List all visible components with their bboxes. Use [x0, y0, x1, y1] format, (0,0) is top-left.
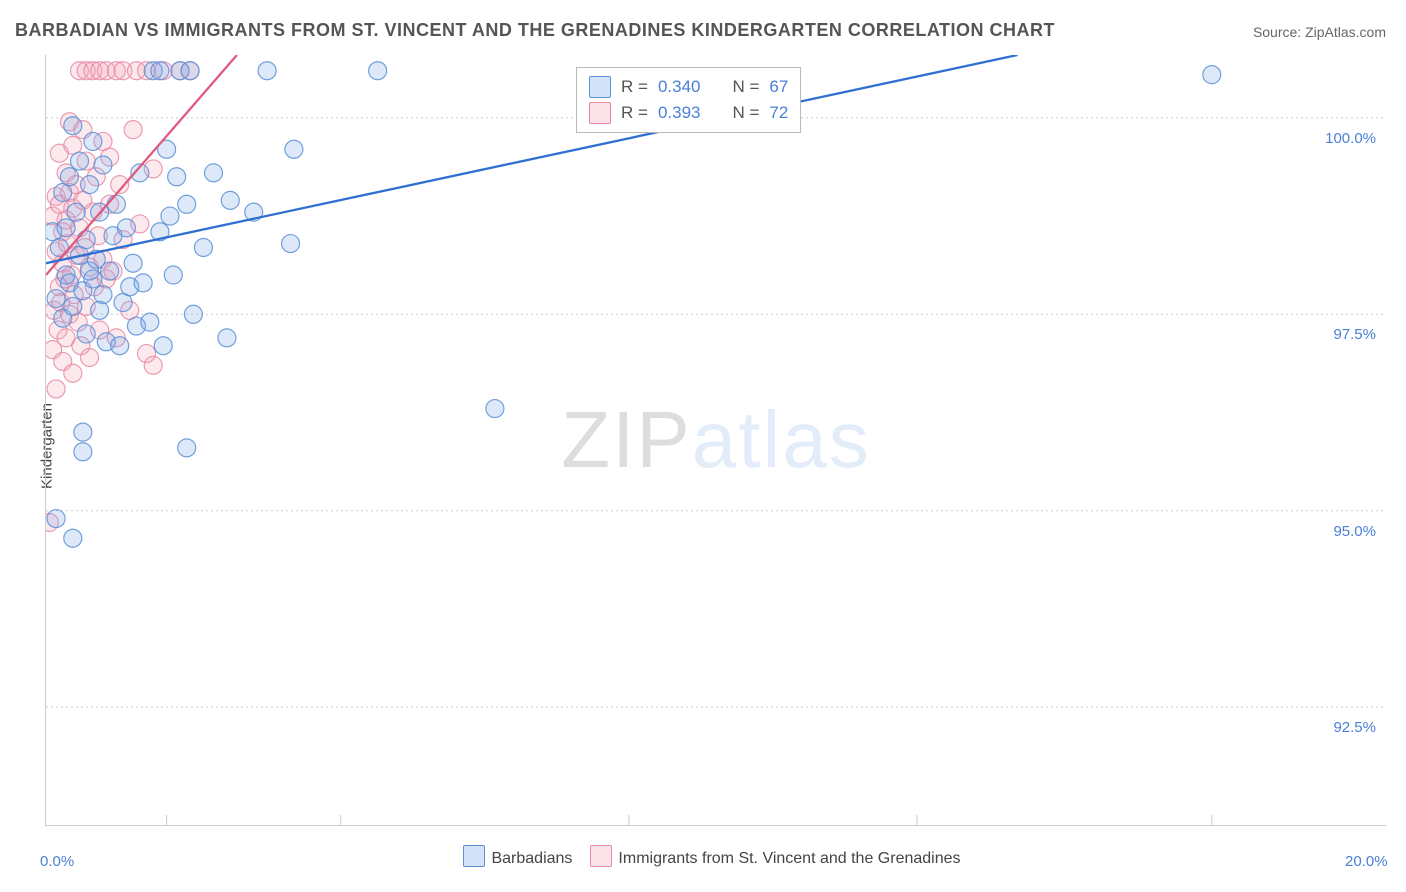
- legend-row: R = 0.393 N = 72: [589, 100, 788, 126]
- legend-n-value: 72: [769, 100, 788, 126]
- legend-r-label: R =: [621, 74, 648, 100]
- x-tick-label: 0.0%: [40, 853, 74, 870]
- legend-series-name: Immigrants from St. Vincent and the Gren…: [618, 850, 960, 867]
- y-tick-label: 95.0%: [1333, 523, 1376, 540]
- y-tick-label: 100.0%: [1325, 130, 1376, 147]
- legend-swatch: [589, 76, 611, 98]
- x-tick-label: 20.0%: [1345, 853, 1388, 870]
- correlation-legend: R = 0.340 N = 67 R = 0.393 N = 72: [576, 67, 801, 133]
- legend-r-value: 0.340: [658, 74, 701, 100]
- plot-svg: [46, 55, 1386, 825]
- legend-row: R = 0.340 N = 67: [589, 74, 788, 100]
- legend-swatch: [590, 845, 612, 867]
- plot-area: ZIPatlas R =0.340N =67R =0.393N =72 92.5…: [45, 55, 1386, 826]
- y-tick-label: 97.5%: [1333, 326, 1376, 343]
- chart-container: BARBADIAN VS IMMIGRANTS FROM ST. VINCENT…: [0, 0, 1406, 892]
- y-tick-label: 92.5%: [1333, 719, 1376, 736]
- legend-swatch: [463, 845, 485, 867]
- series-legend: Barbadians Immigrants from St. Vincent an…: [0, 845, 1406, 868]
- legend-r-label: R =: [621, 100, 648, 126]
- legend-n-label: N =: [732, 74, 759, 100]
- legend-series-name: Barbadians: [491, 850, 572, 867]
- chart-title: BARBADIAN VS IMMIGRANTS FROM ST. VINCENT…: [15, 20, 1055, 41]
- legend-swatch: [589, 102, 611, 124]
- source-label: Source: ZipAtlas.com: [1253, 24, 1386, 40]
- legend-n-label: N =: [732, 100, 759, 126]
- legend-n-value: 67: [769, 74, 788, 100]
- legend-r-value: 0.393: [658, 100, 701, 126]
